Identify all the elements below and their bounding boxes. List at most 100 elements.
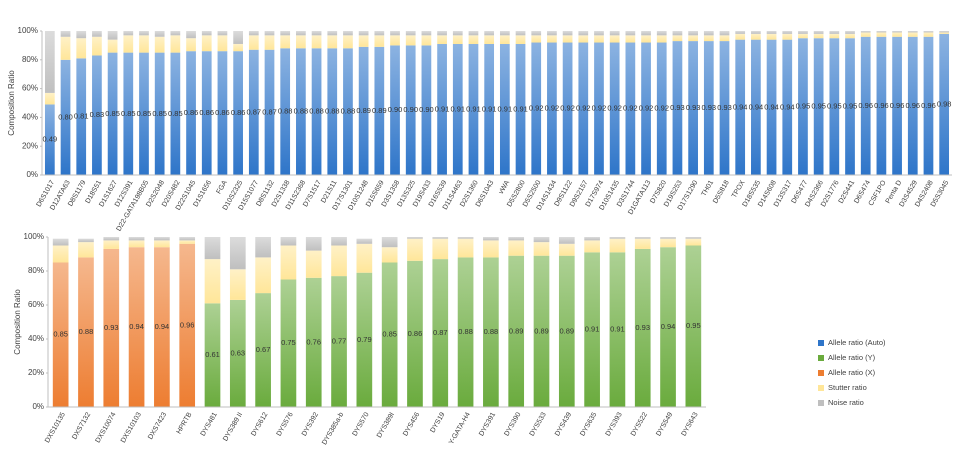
y-axis-label: Composition Ratio [13,289,22,355]
bar-segment [358,46,369,176]
bar-segment [432,259,449,407]
bar-segment [311,35,322,49]
bar-segment [813,31,824,34]
bar-segment [233,43,243,52]
bar-segment [296,31,306,36]
data-label: 0.92 [623,104,638,113]
bar-segment [52,238,69,246]
bar-segment [558,243,575,256]
bar-segment [331,245,347,277]
bar-segment [660,247,676,407]
bar-segment [578,35,589,43]
bar-segment [255,257,271,294]
data-label: 0.85 [121,109,136,118]
bar-segment [562,35,573,43]
bar-segment [327,35,338,49]
bar-segment [547,31,557,36]
data-label: 0.88 [325,107,340,116]
bar-segment [508,237,525,241]
bar-segment [499,35,510,44]
data-label: 0.92 [592,104,607,113]
bar-segment [531,31,542,36]
bar-segment [813,38,824,176]
bar-segment [584,237,600,241]
bar-segment [128,240,145,248]
bar-segment [484,31,495,36]
bar-segment [264,35,275,50]
bar-segment [515,43,526,176]
x-tick-label: DYS533 [529,411,548,437]
bar-segment [217,35,228,52]
bar-segment [123,52,134,175]
data-label: 0.88 [484,327,499,336]
bar-segment [735,31,746,34]
bar-segment [798,38,808,176]
legend-swatch [818,385,824,391]
bar-segment [751,39,761,175]
x-tick-label: FGA [216,179,229,195]
bar-segment [280,48,291,175]
bar-segment [609,35,620,43]
data-label: 0.94 [780,102,795,111]
bar-segment [381,237,398,248]
bar-segment [128,237,145,241]
data-label: 0.91 [435,104,450,113]
bar-segment [452,35,463,44]
bar-segment [892,31,902,33]
bar-segment [123,31,134,36]
bar-segment [154,36,165,53]
bar-segment [44,31,55,93]
data-label: 0.92 [607,104,622,113]
x-tick-label: DYS392 [301,411,320,437]
legend-swatch [818,400,824,406]
bar-segment [533,255,550,407]
bar-segment [923,31,934,33]
data-label: 0.90 [388,105,403,114]
data-label: 0.88 [458,327,473,336]
bar-segment [483,257,499,407]
bar-segment [296,35,306,49]
bar-segment [60,59,71,175]
data-label: 0.90 [419,105,434,114]
bar-segment [358,31,369,36]
bar-segment [204,303,221,407]
data-label: 0.89 [356,106,371,115]
bar-segment [405,45,416,176]
bar-segment [735,39,746,175]
bar-segment [92,55,102,176]
data-label: 0.92 [639,104,654,113]
x-tick-label: DXS10103 [120,411,143,444]
bar-segment [578,42,589,175]
data-label: 0.89 [534,326,549,335]
bar-segment [248,49,259,175]
bar-segment [170,35,181,53]
bar-segment [688,31,698,36]
y-tick-label: 100% [24,232,44,241]
bar-segment [280,279,297,407]
legend-label: Allele ratio (Y) [828,353,876,362]
bar-segment [405,31,416,36]
bar-segment [499,31,510,36]
bar-segment [311,48,322,175]
bar-segment [688,41,698,175]
bar-segment [860,36,871,176]
bar-segment [201,35,212,52]
bar-segment [641,35,651,43]
bar-segment [76,38,87,59]
bar-segment [154,52,165,175]
data-label: 0.88 [294,107,309,116]
y-tick-label: 40% [22,113,38,122]
bar-segment [92,36,102,56]
bar-segment [229,237,246,270]
bar-segment [508,255,525,407]
data-label: 0.96 [874,101,889,110]
bar-segment [641,31,651,36]
bar-segment [390,35,400,46]
bar-segment [280,245,297,280]
bar-segment [154,31,165,37]
bar-segment [390,31,400,36]
x-tick-label: Y-GATA-H4 [448,411,472,445]
bar-segment [170,31,181,36]
data-label: 0.87 [262,107,277,116]
